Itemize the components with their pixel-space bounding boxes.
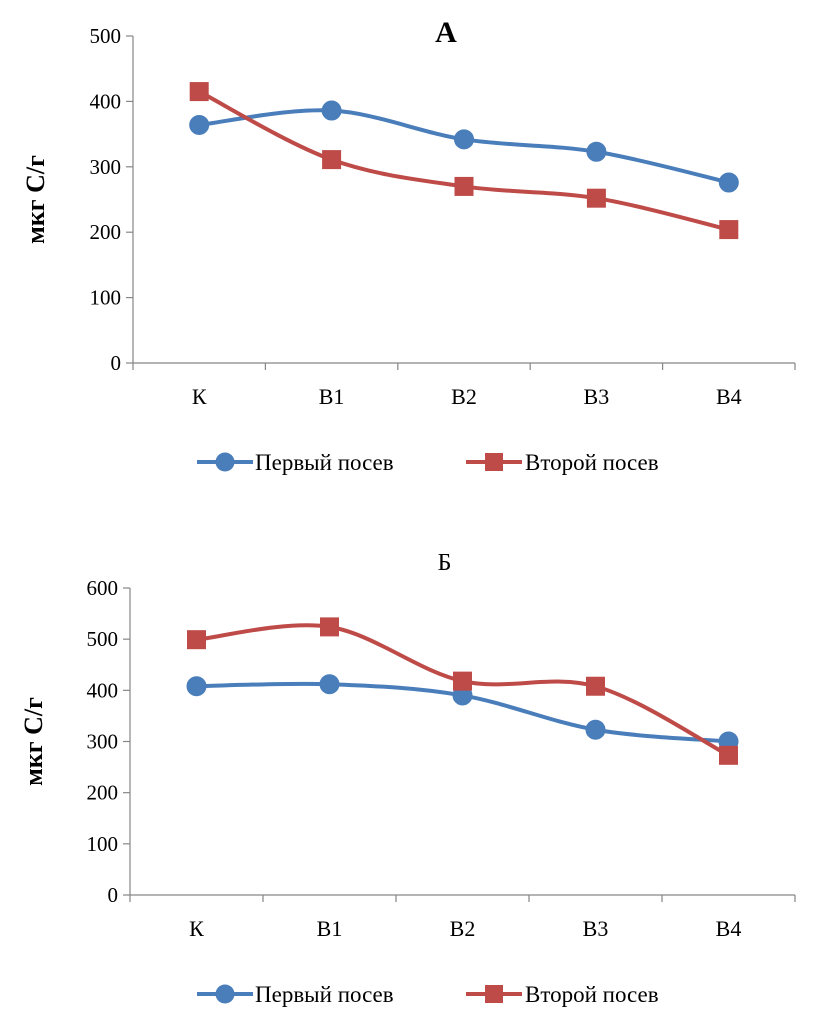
- x-tick-label: В1: [319, 384, 345, 409]
- x-tick-label: В4: [716, 384, 742, 409]
- x-tick-label: В2: [450, 916, 476, 941]
- x-tick-label: В3: [584, 384, 610, 409]
- y-tick-label: 100: [90, 286, 122, 310]
- data-point-circle: [718, 172, 739, 193]
- x-tick-label: К: [189, 916, 204, 941]
- y-tick-label: 0: [111, 351, 122, 375]
- legend-label-2: Второй посев: [525, 450, 659, 475]
- y-tick-label: 0: [108, 883, 119, 907]
- x-tick-label: В4: [716, 916, 742, 941]
- legend-label-1: Первый посев: [255, 450, 394, 475]
- data-point-square: [454, 176, 474, 196]
- data-point-circle: [454, 129, 474, 150]
- data-point-circle: [319, 674, 340, 695]
- data-point-square: [187, 630, 206, 650]
- data-point-square: [453, 671, 472, 691]
- data-point-square: [586, 188, 606, 208]
- legend-marker-square: [485, 453, 503, 471]
- y-tick-label: 600: [87, 576, 119, 600]
- y-axis-label: мкг С/г: [21, 155, 50, 244]
- data-point-square: [322, 150, 342, 170]
- data-point-circle: [586, 141, 607, 162]
- legend-label-2: Второй посев: [525, 982, 659, 1007]
- chart-title: Б: [438, 550, 452, 576]
- data-point-circle: [321, 100, 342, 121]
- data-point-square: [719, 220, 739, 240]
- x-tick-label: В2: [451, 384, 477, 409]
- y-tick-label: 500: [90, 24, 122, 48]
- legend: Первый посев Второй посев: [197, 982, 659, 1007]
- x-tick-label: В1: [317, 916, 343, 941]
- y-axis-label: мкг С/г: [19, 697, 48, 786]
- legend-marker-circle: [215, 984, 235, 1004]
- y-tick-label: 200: [87, 781, 119, 805]
- data-point-circle: [186, 676, 207, 697]
- data-point-square: [719, 745, 738, 765]
- legend-label-1: Первый посев: [255, 982, 394, 1007]
- y-tick-label: 400: [90, 89, 122, 113]
- data-point-circle: [585, 719, 606, 740]
- data-point-circle: [189, 114, 210, 135]
- y-tick-label: 200: [90, 220, 122, 244]
- data-point-square: [189, 82, 209, 102]
- y-tick-label: 500: [87, 627, 119, 651]
- data-point-square: [320, 617, 339, 637]
- legend-marker-circle: [215, 452, 235, 472]
- y-tick-label: 400: [87, 678, 119, 702]
- chart-title: А: [435, 16, 457, 49]
- data-point-square: [586, 676, 605, 696]
- x-tick-label: В3: [583, 916, 609, 941]
- y-tick-label: 300: [90, 155, 122, 179]
- y-tick-label: 100: [87, 832, 119, 856]
- legend-marker-square: [485, 985, 503, 1003]
- x-tick-label: К: [192, 384, 207, 409]
- y-tick-label: 300: [87, 730, 119, 754]
- legend: Первый посев Второй посев: [197, 450, 659, 475]
